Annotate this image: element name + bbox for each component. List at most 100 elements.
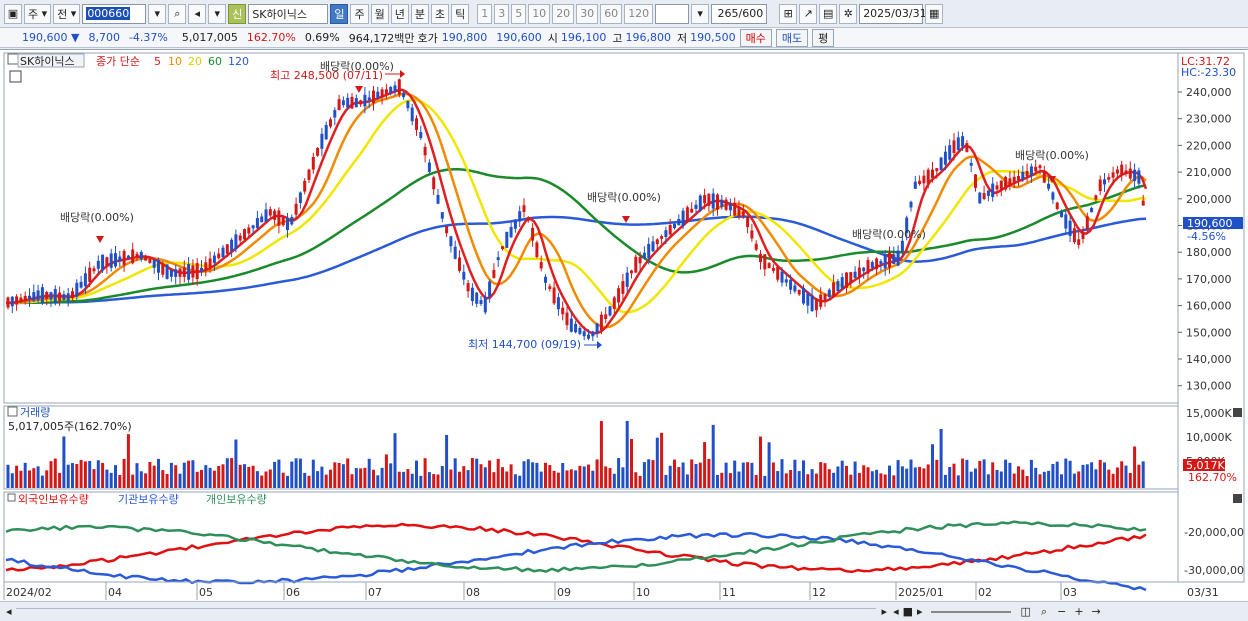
x-axis-label: 11: [722, 586, 736, 599]
holdings-panel-close-icon[interactable]: [1233, 494, 1242, 503]
period-second-button[interactable]: 초: [430, 3, 450, 24]
buy-button[interactable]: 매수: [739, 28, 772, 47]
holding-lines: [5, 520, 1147, 592]
custom-interval-dropdown[interactable]: ▾: [691, 3, 710, 24]
chart-area[interactable]: SK하이닉스 종가 단순 5 10 20 60 120 LC:31.72 HC:…: [0, 49, 1248, 601]
volume-bar: [384, 454, 388, 488]
volume-bar: [879, 473, 883, 488]
holdings-panel-menu-icon[interactable]: [7, 493, 16, 502]
zoom-in-icon[interactable]: +: [1074, 605, 1084, 618]
new-listing-badge[interactable]: 신: [228, 3, 247, 24]
zoom-out-icon[interactable]: −: [1057, 605, 1067, 618]
candle-body: [931, 169, 934, 178]
candle-body: [1141, 200, 1145, 206]
volume-bar: [161, 470, 165, 488]
magnify-icon[interactable]: ⌕: [1040, 604, 1048, 618]
period-tick-button[interactable]: 틱: [451, 3, 470, 24]
compare-type-select[interactable]: 전 ▾: [53, 3, 81, 24]
chart-canvas[interactable]: SK하이닉스 종가 단순 5 10 20 60 120 LC:31.72 HC:…: [0, 50, 1248, 602]
search-icon[interactable]: ⌕: [168, 3, 187, 24]
candlesticks: [6, 78, 1145, 342]
volume-bar: [96, 460, 100, 488]
high-label: 고: [612, 31, 623, 45]
volume-bar: [948, 467, 952, 488]
period-month-button[interactable]: 월: [370, 3, 389, 24]
candle-body: [453, 246, 457, 259]
volume-bar: [845, 465, 848, 488]
candle-body: [771, 267, 775, 271]
candle-body: [1055, 202, 1059, 210]
gear-icon[interactable]: ✲: [839, 3, 858, 24]
volume-bar: [311, 459, 315, 488]
volume-bar: [1051, 463, 1055, 488]
play-forward-icon[interactable]: ▸: [917, 605, 923, 618]
volume-panel-close-icon[interactable]: [1233, 408, 1242, 417]
speaker-dropdown[interactable]: ▾: [208, 3, 227, 24]
candle-body: [212, 255, 216, 264]
interval-20-button[interactable]: 20: [552, 3, 575, 24]
zoom-slider[interactable]: [930, 610, 1011, 613]
volume-bar: [905, 468, 909, 488]
candle-body: [303, 180, 307, 192]
volume-bar: [810, 469, 814, 488]
volume-bar: [363, 467, 367, 488]
period-day-button[interactable]: 일: [330, 3, 349, 24]
price-y-axis: 240,000230,000220,000210,000200,000190,0…: [1178, 86, 1232, 393]
scroll-right-icon[interactable]: ▸: [881, 605, 888, 618]
candle-body: [320, 133, 324, 149]
interval-5-button[interactable]: 5: [511, 3, 527, 24]
volume-bar: [1115, 467, 1119, 488]
scroll-track[interactable]: [15, 607, 876, 616]
stock-name-field[interactable]: SK하이닉스: [248, 3, 329, 24]
volume-panel-menu-icon[interactable]: [7, 406, 18, 417]
stock-code-input[interactable]: 000660: [82, 3, 147, 24]
market-type-select[interactable]: 주 ▾: [24, 3, 52, 24]
price-panel-menu-icon[interactable]: [7, 53, 19, 65]
scroll-left-icon[interactable]: ◂: [6, 605, 12, 618]
stock-code-dropdown[interactable]: ▾: [148, 3, 167, 24]
stock-name-tag[interactable]: [17, 53, 85, 68]
sell-button[interactable]: 매도: [775, 28, 809, 47]
candle-body: [630, 270, 633, 274]
candle-body: [1008, 178, 1012, 185]
volume-bar: [741, 462, 745, 488]
drawing-tool-icon[interactable]: ↗: [799, 3, 818, 24]
chart-type-icon[interactable]: ⊞: [779, 3, 798, 24]
candle-body: [767, 263, 771, 269]
candle-body: [221, 247, 225, 258]
interval-120-button[interactable]: 120: [624, 3, 654, 24]
volume-tick-label: 10,000K: [1186, 431, 1232, 444]
interval-10-button[interactable]: 10: [528, 3, 551, 24]
date-value: 2025/03/31: [863, 7, 927, 20]
candle-body: [681, 210, 685, 226]
interval-30-button[interactable]: 30: [576, 3, 599, 24]
speaker-icon[interactable]: ◂: [188, 3, 207, 24]
zoom-tool-icon[interactable]: ◫: [1020, 605, 1031, 618]
custom-interval-input[interactable]: [655, 3, 690, 24]
stock-code-value: 000660: [86, 7, 131, 20]
interval-60-button[interactable]: 60: [600, 3, 623, 24]
interval-3-button[interactable]: 3: [494, 3, 510, 24]
stop-icon[interactable]: ■: [902, 605, 913, 618]
date-input[interactable]: 2025/03/31: [859, 3, 927, 24]
evaluate-button[interactable]: 평: [812, 28, 835, 47]
candle-body: [535, 242, 539, 258]
period-week-button[interactable]: 주: [350, 3, 369, 24]
chart-scrollbar[interactable]: ◂ ▸ ◂ ■ ▸ ◫ ⌕ − + →: [0, 601, 1248, 621]
play-back-icon[interactable]: ◂: [893, 605, 899, 618]
data-count-input[interactable]: 265/600: [711, 3, 768, 24]
period-year-button[interactable]: 년: [390, 3, 409, 24]
candle-body: [819, 294, 823, 307]
grid-toggle-icon[interactable]: [9, 70, 22, 83]
calendar-icon[interactable]: ▦: [925, 3, 944, 24]
volume-bar: [290, 461, 294, 488]
interval-1-button[interactable]: 1: [477, 3, 493, 24]
period-minute-button[interactable]: 분: [410, 3, 429, 24]
expand-icon[interactable]: →: [1091, 605, 1101, 618]
volume-bar: [144, 473, 148, 488]
volume-tick-label: 15,000K: [1186, 407, 1232, 420]
save-icon[interactable]: ▤: [819, 3, 838, 24]
candle-body: [1133, 169, 1137, 181]
window-menu-icon[interactable]: ▣: [4, 3, 22, 24]
candle-body: [810, 295, 814, 311]
